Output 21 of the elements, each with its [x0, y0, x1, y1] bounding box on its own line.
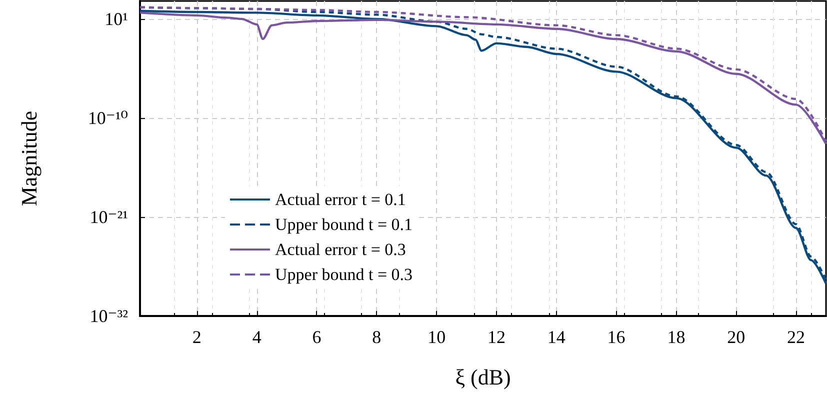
x-tick-label: 18: [667, 327, 686, 347]
x-axis-title: ξ (dB): [455, 364, 511, 390]
x-tick-label: 10: [428, 327, 446, 347]
x-tick-label: 20: [727, 327, 746, 347]
y-tick-label: 10⁻¹⁰: [88, 108, 128, 128]
x-tick-label: 8: [372, 327, 382, 347]
legend-label: Actual error t = 0.1: [275, 190, 406, 209]
y-tick-label: 10¹: [104, 9, 128, 29]
legend-label: Upper bound t = 0.3: [275, 265, 413, 284]
y-axis-title: Magnitude: [16, 110, 42, 206]
legend-label: Actual error t = 0.3: [275, 240, 406, 259]
x-tick-label: 16: [607, 327, 626, 347]
y-tick-label: 10⁻²¹: [90, 207, 128, 227]
x-tick-label: 22: [787, 327, 806, 347]
legend-label: Upper bound t = 0.1: [275, 215, 413, 234]
x-tick-label: 2: [192, 327, 202, 347]
x-tick-label: 4: [252, 327, 262, 347]
y-tick-label: 10⁻³²: [90, 306, 128, 326]
x-tick-label: 6: [312, 327, 322, 347]
x-tick-label: 14: [547, 327, 566, 347]
x-tick-label: 12: [487, 327, 506, 347]
